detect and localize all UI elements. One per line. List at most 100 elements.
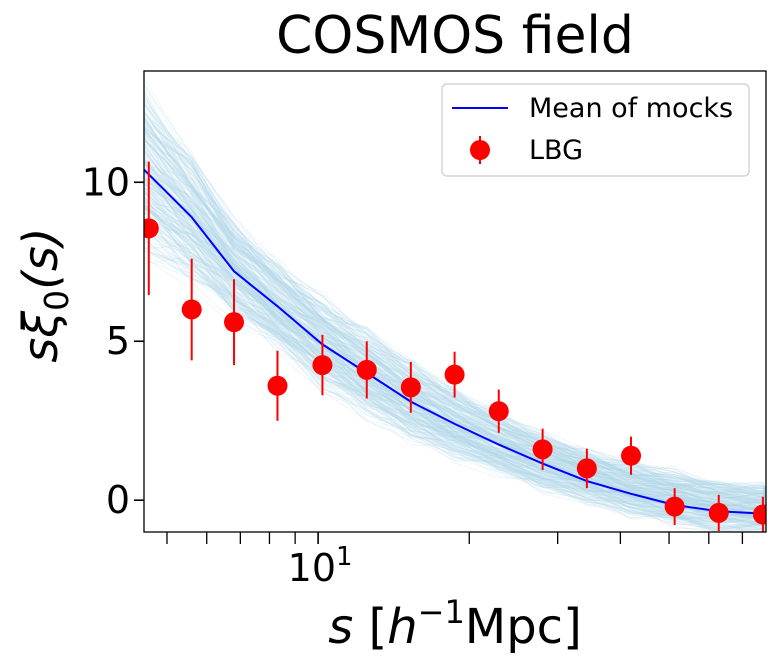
mock-line xyxy=(144,130,766,509)
mock-line xyxy=(144,151,766,511)
lbg-point xyxy=(444,364,465,385)
mock-line xyxy=(144,127,766,504)
mock-line xyxy=(144,188,766,518)
mock-line xyxy=(144,200,766,530)
mock-line xyxy=(144,113,766,501)
mock-line xyxy=(144,197,766,522)
mock-line xyxy=(144,195,766,527)
mock-line xyxy=(144,117,766,497)
mock-line xyxy=(144,166,766,509)
mock-line xyxy=(144,206,766,517)
mock-line xyxy=(144,171,766,520)
mock-line xyxy=(144,178,766,523)
mock-line xyxy=(144,146,766,500)
mock-line xyxy=(144,157,766,506)
mock-line xyxy=(144,124,766,499)
mock-line xyxy=(144,241,766,532)
mock-line xyxy=(144,201,766,520)
mock-line xyxy=(144,176,766,518)
mock-line xyxy=(144,173,766,513)
mock-line xyxy=(144,117,766,495)
mock-line xyxy=(144,204,766,529)
mock-line xyxy=(144,93,766,497)
mock-line xyxy=(144,107,766,500)
mock-line xyxy=(144,184,766,515)
mock-line xyxy=(144,209,766,519)
mock-line xyxy=(144,170,766,508)
mock-line xyxy=(144,183,766,514)
mock-line xyxy=(144,128,766,503)
mock-line xyxy=(144,202,766,519)
mock-line xyxy=(144,242,766,532)
mock-line xyxy=(144,239,766,528)
mock-line xyxy=(144,122,766,495)
legend-mean-label: Mean of mocks xyxy=(529,93,733,124)
mock-line xyxy=(144,131,766,505)
mock-line xyxy=(144,103,766,491)
mock-line xyxy=(144,118,766,491)
mock-line xyxy=(144,216,766,523)
chart-title: COSMOS field xyxy=(276,6,634,66)
mock-line xyxy=(144,258,766,532)
mock-line xyxy=(144,238,766,529)
mock-line xyxy=(144,160,766,512)
mock-line xyxy=(144,196,766,513)
y-tick-label: 0 xyxy=(106,478,130,522)
mock-line xyxy=(144,132,766,503)
mock-line xyxy=(144,127,766,498)
y-axis: 0 5 10 xyxy=(82,160,144,522)
x-axis-label: s [h−1Mpc] xyxy=(328,593,582,655)
mock-line xyxy=(144,194,766,517)
lbg-point xyxy=(312,355,333,376)
mean-of-mocks-series xyxy=(144,168,766,515)
mock-line xyxy=(144,97,766,495)
mock-line xyxy=(144,235,766,521)
lbg-point xyxy=(224,312,245,333)
mock-line xyxy=(144,209,766,526)
mock-line xyxy=(144,121,766,502)
mock-line xyxy=(144,138,766,507)
mock-line xyxy=(144,230,766,524)
mock-line xyxy=(144,124,766,491)
legend-lbg-label: LBG xyxy=(529,135,583,166)
mock-line xyxy=(144,137,766,508)
lbg-point xyxy=(752,504,766,525)
mock-line xyxy=(144,147,766,499)
plot-frame xyxy=(143,70,767,533)
mock-line xyxy=(144,233,766,532)
mock-line xyxy=(144,159,766,507)
mock-line xyxy=(144,198,766,523)
mock-line xyxy=(144,203,766,518)
mock-line xyxy=(144,212,766,532)
lbg-point xyxy=(708,502,729,523)
mock-line xyxy=(144,220,766,518)
mock-line xyxy=(144,188,766,519)
mock-line xyxy=(144,140,766,505)
mock-line xyxy=(144,90,766,495)
mock-line xyxy=(144,96,766,490)
mock-line xyxy=(144,217,766,524)
mock-line xyxy=(144,188,766,518)
mock-line xyxy=(144,187,766,504)
mock-line xyxy=(144,164,766,513)
mock-line xyxy=(144,183,766,515)
lbg-point xyxy=(576,458,597,479)
mean-of-mocks-line xyxy=(144,168,766,515)
mock-line xyxy=(144,197,766,515)
mock-line xyxy=(144,162,766,517)
lbg-point xyxy=(664,496,685,517)
mock-line xyxy=(144,201,766,522)
mock-line xyxy=(144,154,766,503)
y-tick-label: 10 xyxy=(82,160,130,204)
mock-line xyxy=(144,206,766,521)
mock-line xyxy=(144,137,766,503)
mock-line xyxy=(144,124,766,499)
mock-line xyxy=(144,135,766,508)
mock-line xyxy=(144,190,766,516)
mock-line xyxy=(144,162,766,516)
mock-line xyxy=(144,143,766,495)
lbg-point xyxy=(267,375,288,396)
mock-line xyxy=(144,209,766,530)
mock-line xyxy=(144,119,766,505)
mock-line xyxy=(144,256,764,532)
